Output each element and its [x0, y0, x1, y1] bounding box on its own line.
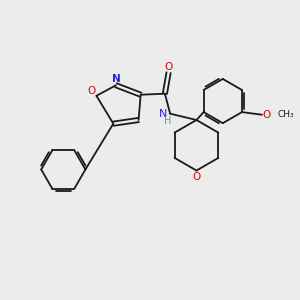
- Text: CH₃: CH₃: [278, 110, 294, 119]
- Text: H: H: [164, 116, 172, 126]
- Text: O: O: [88, 85, 96, 95]
- Text: O: O: [262, 110, 270, 120]
- Text: O: O: [164, 62, 173, 72]
- Text: O: O: [192, 172, 201, 182]
- Text: N: N: [112, 74, 120, 84]
- Text: N: N: [159, 109, 167, 119]
